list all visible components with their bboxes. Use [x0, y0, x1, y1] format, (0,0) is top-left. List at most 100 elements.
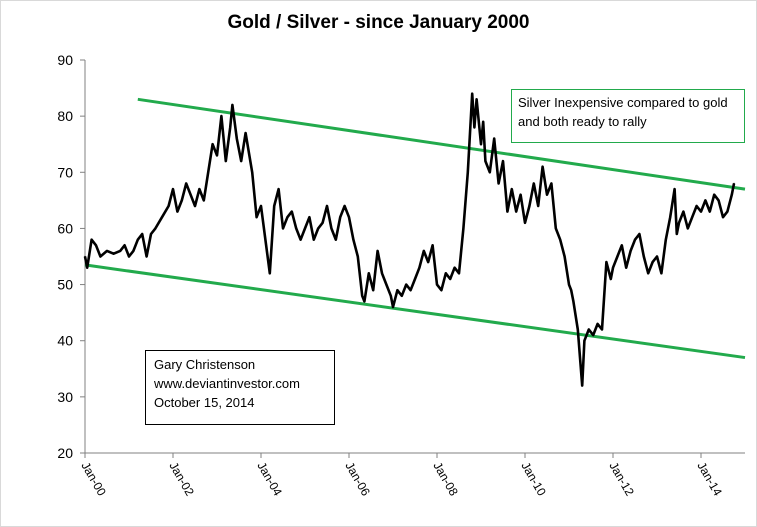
data-point: [145, 255, 148, 258]
data-point: [656, 255, 658, 258]
x-tick-label: Jan-04: [254, 460, 285, 499]
data-point: [568, 283, 570, 286]
data-point: [286, 216, 289, 218]
data-point: [348, 216, 350, 218]
annotation-note: Silver Inexpensive compared to gold and …: [511, 89, 745, 143]
data-point: [277, 188, 280, 190]
data-point: [678, 222, 680, 224]
data-point: [629, 250, 632, 252]
data-point: [240, 160, 242, 162]
y-tick-label: 60: [57, 220, 73, 236]
data-point: [482, 121, 485, 123]
data-point: [304, 227, 306, 230]
data-point: [119, 250, 121, 252]
data-point: [541, 165, 544, 168]
y-tick-label: 70: [57, 164, 73, 180]
data-point: [533, 182, 535, 185]
x-tick-label: Jan-06: [342, 460, 373, 499]
note-line-1: Silver Inexpensive compared to gold: [518, 95, 728, 110]
data-point: [112, 252, 115, 255]
x-tick-label: Jan-00: [78, 460, 109, 499]
data-point: [207, 171, 209, 174]
data-point: [449, 278, 452, 280]
data-point: [172, 188, 174, 190]
data-point: [352, 238, 355, 241]
data-point: [493, 137, 496, 140]
data-point: [660, 272, 663, 275]
data-point: [588, 328, 590, 331]
data-point: [321, 222, 324, 224]
data-point: [445, 272, 447, 275]
data-point: [676, 233, 678, 235]
data-point: [339, 216, 342, 218]
data-point: [216, 154, 218, 157]
data-point: [621, 244, 623, 247]
data-point: [414, 278, 416, 280]
data-point: [132, 250, 135, 252]
data-point: [700, 210, 702, 213]
data-point: [313, 238, 315, 241]
credit-website: www.deviantinvestor.com: [154, 376, 300, 391]
data-point: [625, 266, 627, 269]
data-point: [260, 205, 262, 207]
data-point: [220, 115, 223, 117]
data-point: [524, 222, 526, 224]
data-point: [473, 126, 476, 129]
data-point: [203, 199, 205, 202]
data-point: [198, 188, 201, 190]
data-point: [392, 306, 394, 308]
data-point: [475, 98, 478, 101]
data-point: [282, 227, 284, 230]
data-point: [167, 205, 170, 207]
data-point: [90, 238, 93, 241]
data-point: [704, 199, 707, 202]
data-point: [385, 283, 388, 286]
data-point: [577, 328, 579, 331]
data-point: [612, 266, 614, 269]
data-point: [484, 160, 487, 162]
note-line-2: and both ready to rally: [518, 114, 647, 129]
data-point: [440, 289, 443, 292]
data-point: [343, 205, 346, 207]
trendline-lower-channel: [84, 263, 746, 360]
data-point: [396, 289, 399, 292]
data-point: [185, 182, 187, 185]
y-tick-label: 20: [57, 445, 73, 461]
data-point: [519, 193, 522, 196]
y-tick-label: 50: [57, 277, 73, 293]
data-point: [458, 272, 460, 275]
y-tick-label: 40: [57, 333, 73, 349]
data-point: [733, 182, 735, 185]
data-point: [326, 205, 328, 207]
data-point: [273, 205, 276, 207]
data-point: [583, 339, 586, 342]
data-point: [330, 227, 333, 230]
data-point: [511, 188, 513, 190]
data-point: [691, 216, 693, 218]
data-point: [537, 205, 539, 207]
trendlines: [84, 97, 746, 360]
data-point: [106, 250, 108, 252]
data-point: [229, 126, 231, 129]
data-point: [372, 289, 375, 292]
credit-date: October 15, 2014: [154, 395, 255, 410]
data-point: [528, 205, 531, 207]
data-point: [610, 278, 612, 280]
x-tick-label: Jan-08: [430, 460, 461, 499]
credit-author: Gary Christenson: [154, 357, 256, 372]
x-tick-label: Jan-14: [694, 460, 725, 499]
data-point: [211, 143, 214, 145]
data-point: [592, 334, 594, 336]
data-point: [269, 272, 271, 275]
data-point: [616, 255, 619, 258]
data-point: [726, 210, 729, 213]
data-point: [601, 328, 603, 331]
data-point: [643, 255, 645, 258]
data-point: [95, 244, 97, 247]
data-point: [295, 227, 298, 230]
data-point: [581, 384, 583, 387]
data-point: [251, 171, 253, 174]
data-point: [570, 289, 572, 292]
data-point: [176, 210, 179, 213]
data-point: [673, 188, 676, 190]
